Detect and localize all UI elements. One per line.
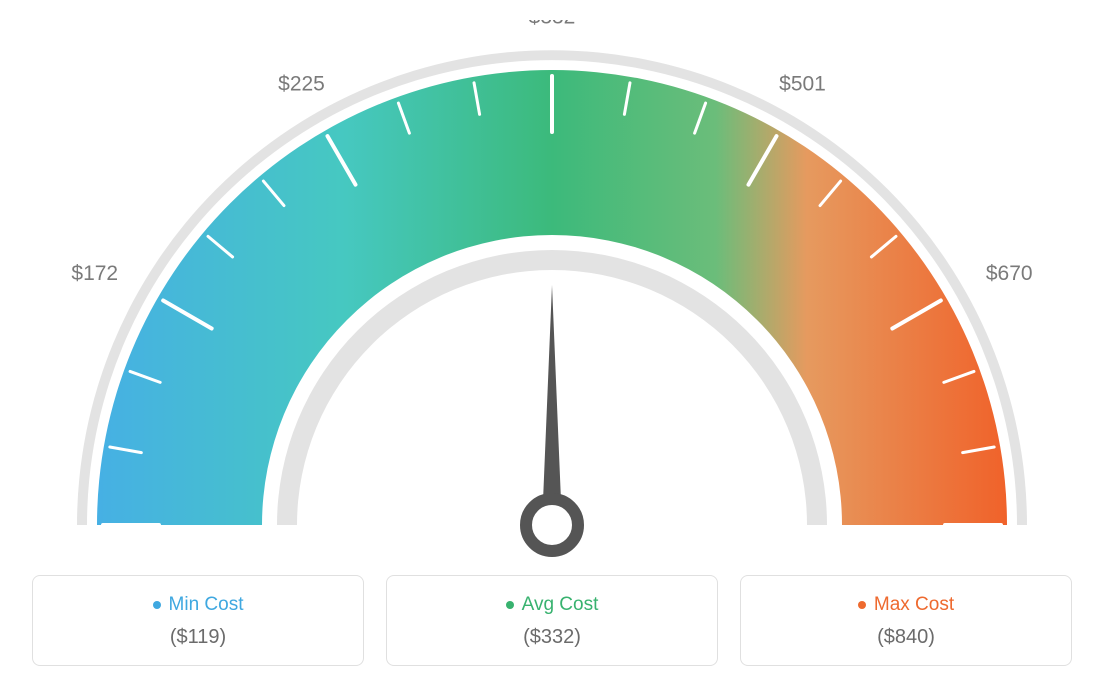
legend-dot-max bbox=[858, 601, 866, 609]
legend-label-min: Min Cost bbox=[153, 594, 244, 616]
cost-gauge: $119$172$225$332$501$670$840 bbox=[52, 20, 1052, 560]
legend-label-max: Max Cost bbox=[858, 594, 954, 616]
legend-value-max: ($840) bbox=[751, 626, 1061, 649]
legend-value-min: ($119) bbox=[43, 626, 353, 649]
legend-text-max: Max Cost bbox=[874, 594, 954, 616]
legend-text-min: Min Cost bbox=[169, 594, 244, 616]
legend-value-avg: ($332) bbox=[397, 626, 707, 649]
svg-text:$225: $225 bbox=[278, 73, 325, 96]
legend-card-min: Min Cost ($119) bbox=[32, 575, 364, 666]
gauge-svg: $119$172$225$332$501$670$840 bbox=[52, 20, 1052, 560]
legend-row: Min Cost ($119) Avg Cost ($332) Max Cost… bbox=[32, 575, 1072, 666]
legend-dot-avg bbox=[506, 601, 514, 609]
svg-text:$501: $501 bbox=[779, 73, 826, 96]
svg-text:$332: $332 bbox=[529, 20, 576, 29]
legend-text-avg: Avg Cost bbox=[522, 594, 599, 616]
legend-card-avg: Avg Cost ($332) bbox=[386, 575, 718, 666]
legend-dot-min bbox=[153, 601, 161, 609]
legend-card-max: Max Cost ($840) bbox=[740, 575, 1072, 666]
svg-text:$670: $670 bbox=[986, 262, 1033, 285]
svg-text:$172: $172 bbox=[71, 262, 118, 285]
legend-label-avg: Avg Cost bbox=[506, 594, 599, 616]
